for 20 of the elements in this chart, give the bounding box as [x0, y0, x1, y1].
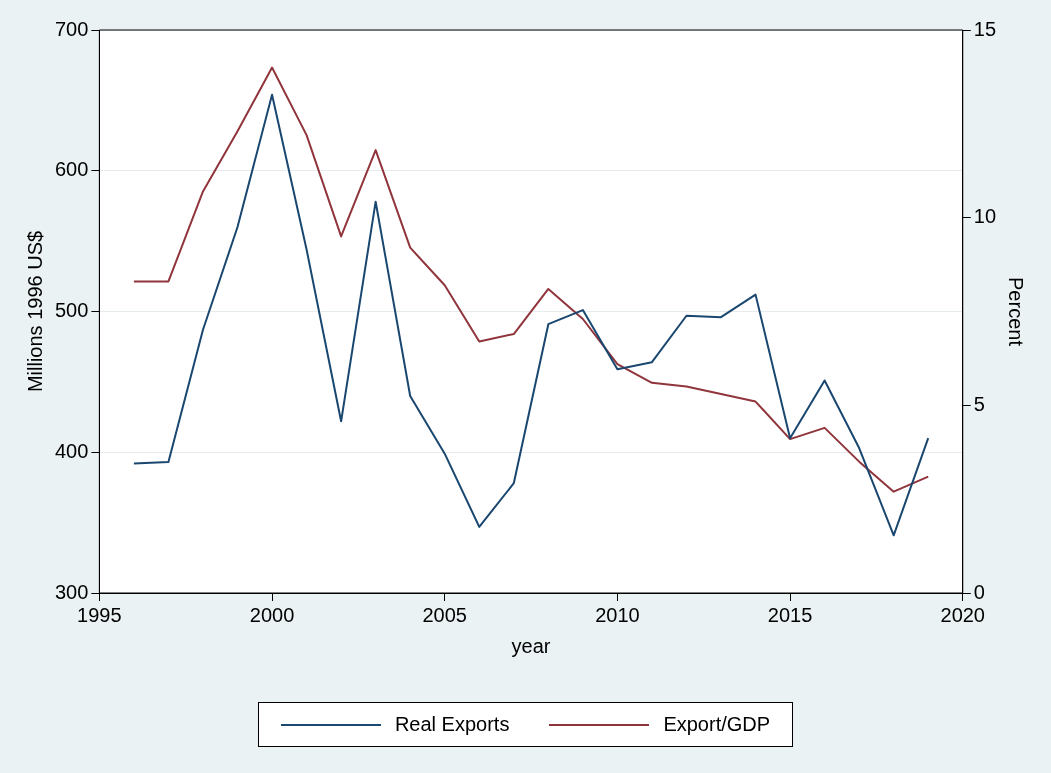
y2-axis-title: Percent: [1005, 277, 1028, 347]
legend-label: Real Exports: [394, 713, 510, 736]
y2-tick-label: 0: [973, 580, 985, 603]
x-tick-label: 1995: [77, 603, 122, 626]
y-tick-label: 700: [54, 17, 89, 40]
y2-tick-label: 5: [973, 392, 985, 415]
y-tick-label: 500: [54, 299, 89, 322]
x-axis-title: year: [511, 634, 551, 657]
y-tick-label: 400: [54, 439, 89, 462]
x-tick-label: 2005: [422, 603, 467, 626]
x-tick-label: 2000: [249, 603, 295, 626]
y-tick-label: 300: [54, 580, 89, 603]
y2-tick-label: 10: [973, 205, 996, 228]
legend-label: Export/GDP: [663, 713, 771, 736]
x-tick-label: 2020: [940, 603, 985, 626]
y-axis-title: Millions 1996 US$: [23, 230, 46, 393]
y-tick-label: 600: [54, 158, 89, 181]
x-tick-label: 2015: [767, 603, 813, 626]
y2-tick-label: 15: [973, 17, 996, 40]
x-tick-label: 2010: [595, 603, 640, 626]
